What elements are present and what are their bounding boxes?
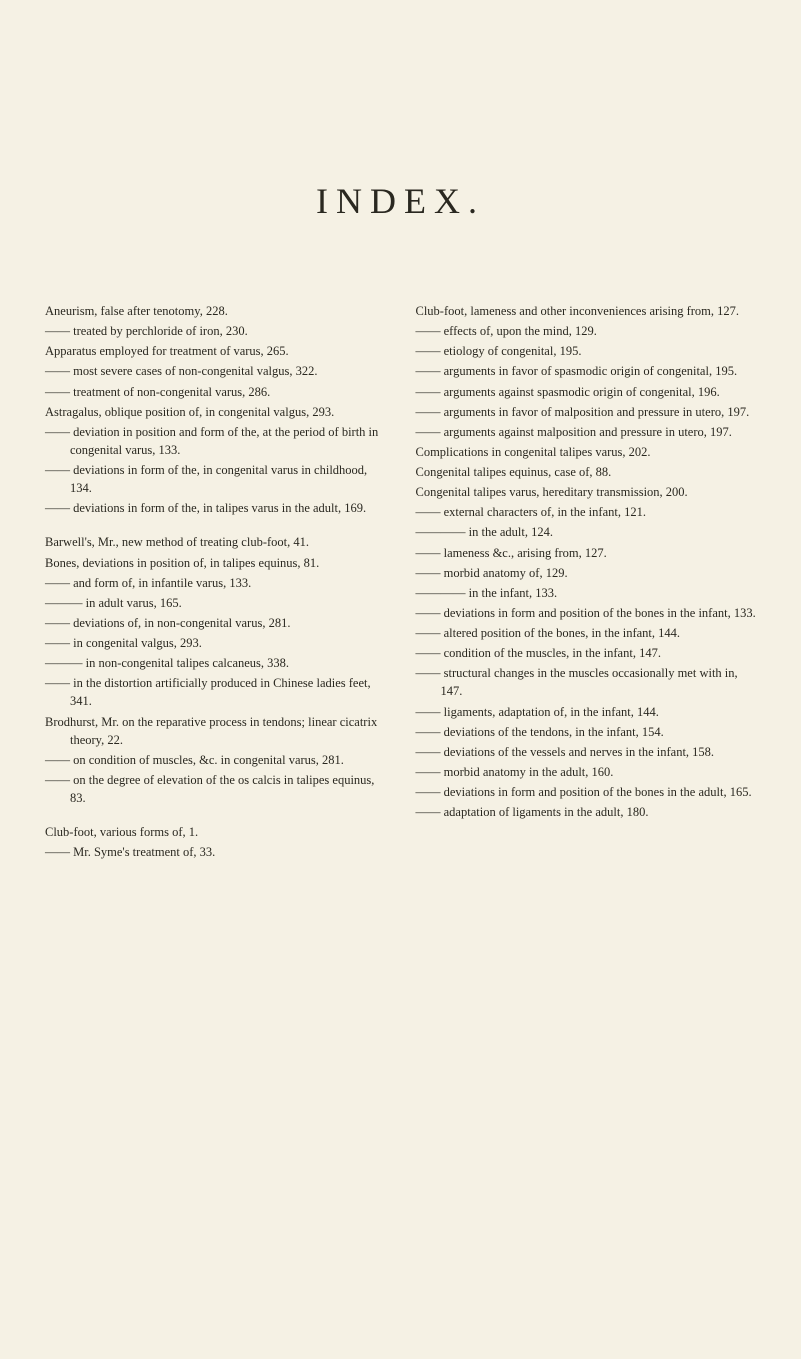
index-entry: Barwell's, Mr., new method of treating c… bbox=[45, 533, 386, 551]
index-entry: Congenital talipes equinus, case of, 88. bbox=[416, 463, 757, 481]
index-entry: —— deviations in form of the, in congeni… bbox=[45, 461, 386, 497]
index-entry: —— deviations of, in non-congenital varu… bbox=[45, 614, 386, 632]
page-title: INDEX. bbox=[45, 180, 756, 222]
right-column: Club-foot, lameness and other inconvenie… bbox=[416, 302, 757, 863]
index-entry: —— arguments against malposition and pre… bbox=[416, 423, 757, 441]
spacer bbox=[45, 809, 386, 823]
index-entry: —— treated by perchloride of iron, 230. bbox=[45, 322, 386, 340]
index-entry: —— morbid anatomy of, 129. bbox=[416, 564, 757, 582]
index-entry: Brodhurst, Mr. on the reparative process… bbox=[45, 713, 386, 749]
index-entry: —— structural changes in the muscles occ… bbox=[416, 664, 757, 700]
index-entry: Astragalus, oblique position of, in cong… bbox=[45, 403, 386, 421]
index-entry: Apparatus employed for treatment of varu… bbox=[45, 342, 386, 360]
index-entry: Club-foot, various forms of, 1. bbox=[45, 823, 386, 841]
index-entry: —— and form of, in infantile varus, 133. bbox=[45, 574, 386, 592]
index-entry: —— altered position of the bones, in the… bbox=[416, 624, 757, 642]
index-entry: Bones, deviations in position of, in tal… bbox=[45, 554, 386, 572]
index-entry: —— lameness &c., arising from, 127. bbox=[416, 544, 757, 562]
index-entry: —— deviations of the vessels and nerves … bbox=[416, 743, 757, 761]
index-entry: —— Mr. Syme's treatment of, 33. bbox=[45, 843, 386, 861]
index-entry: Club-foot, lameness and other inconvenie… bbox=[416, 302, 757, 320]
index-entry: —— on condition of muscles, &c. in conge… bbox=[45, 751, 386, 769]
index-entry: —— arguments in favor of malposition and… bbox=[416, 403, 757, 421]
index-entry: —— ligaments, adaptation of, in the infa… bbox=[416, 703, 757, 721]
index-columns: Aneurism, false after tenotomy, 228. —— t… bbox=[45, 302, 756, 863]
index-entry: —— etiology of congenital, 195. bbox=[416, 342, 757, 360]
index-entry: —— deviations in form of the, in talipes… bbox=[45, 499, 386, 517]
index-entry: Congenital talipes varus, hereditary tra… bbox=[416, 483, 757, 501]
index-entry: —— arguments in favor of spasmodic origi… bbox=[416, 362, 757, 380]
index-entry: —— condition of the muscles, in the infa… bbox=[416, 644, 757, 662]
index-entry: —— deviations in form and position of th… bbox=[416, 604, 757, 622]
index-entry: —— treatment of non-congenital varus, 28… bbox=[45, 383, 386, 401]
index-entry: —— deviations in form and position of th… bbox=[416, 783, 757, 801]
index-entry: ——— in non-congenital talipes calcaneus,… bbox=[45, 654, 386, 672]
index-entry: ———— in the adult, 124. bbox=[416, 523, 757, 541]
index-entry: —— adaptation of ligaments in the adult,… bbox=[416, 803, 757, 821]
index-entry: Aneurism, false after tenotomy, 228. bbox=[45, 302, 386, 320]
index-entry: —— most severe cases of non-congenital v… bbox=[45, 362, 386, 380]
index-entry: —— arguments against spasmodic origin of… bbox=[416, 383, 757, 401]
index-entry: —— effects of, upon the mind, 129. bbox=[416, 322, 757, 340]
index-entry: —— external characters of, in the infant… bbox=[416, 503, 757, 521]
left-column: Aneurism, false after tenotomy, 228. —— t… bbox=[45, 302, 386, 863]
index-entry: —— deviation in position and form of the… bbox=[45, 423, 386, 459]
index-entry: —— deviations of the tendons, in the inf… bbox=[416, 723, 757, 741]
index-entry: Complications in congenital talipes varu… bbox=[416, 443, 757, 461]
index-entry: —— in the distortion artificially produc… bbox=[45, 674, 386, 710]
index-entry: ——— in adult varus, 165. bbox=[45, 594, 386, 612]
index-entry: —— morbid anatomy in the adult, 160. bbox=[416, 763, 757, 781]
index-entry: —— in congenital valgus, 293. bbox=[45, 634, 386, 652]
index-entry: —— on the degree of elevation of the os … bbox=[45, 771, 386, 807]
index-entry: ———— in the infant, 133. bbox=[416, 584, 757, 602]
spacer bbox=[45, 519, 386, 533]
